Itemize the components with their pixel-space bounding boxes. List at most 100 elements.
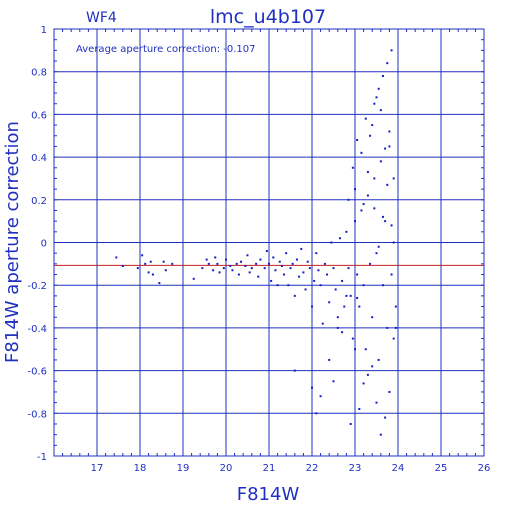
data-point: [388, 130, 391, 133]
data-point: [265, 250, 268, 253]
data-point: [207, 262, 210, 265]
data-point: [319, 284, 322, 287]
data-point: [384, 220, 387, 223]
data-point: [360, 209, 363, 212]
data-point: [371, 316, 374, 319]
data-point: [358, 305, 361, 308]
data-point: [366, 171, 369, 174]
data-point: [369, 262, 372, 265]
data-point: [366, 194, 369, 197]
data-point: [369, 134, 372, 137]
data-point: [295, 258, 298, 261]
data-point: [225, 258, 227, 261]
data-point: [237, 273, 240, 276]
data-point: [373, 102, 376, 105]
y-tick-label: 1: [41, 25, 47, 36]
data-point: [394, 305, 397, 308]
data-point: [362, 284, 365, 287]
data-point: [250, 267, 253, 270]
data-point: [328, 301, 331, 304]
data-point: [354, 188, 356, 191]
data-point: [287, 284, 290, 287]
data-point: [386, 183, 389, 186]
data-point: [171, 262, 174, 265]
data-point: [388, 145, 391, 148]
data-point: [162, 260, 165, 263]
data-point: [231, 269, 234, 272]
data-point: [216, 262, 219, 265]
data-point: [212, 269, 215, 272]
y-tick-label: -0.4: [27, 324, 47, 335]
data-point: [270, 279, 273, 282]
data-point: [278, 260, 281, 263]
data-point: [341, 279, 344, 282]
average-annotation: Average aperture correction: -0.107: [76, 44, 256, 55]
data-point: [332, 380, 335, 383]
data-point: [255, 262, 258, 265]
data-point: [356, 139, 359, 142]
data-point: [158, 282, 161, 285]
chart-title: lmc_u4b107: [210, 6, 326, 28]
data-point: [336, 326, 339, 329]
data-point: [244, 264, 247, 267]
data-point: [144, 262, 147, 265]
x-tick-label: 20: [220, 463, 233, 474]
data-point: [229, 264, 232, 267]
data-point: [362, 203, 365, 206]
data-point: [235, 262, 238, 265]
data-point: [321, 322, 324, 325]
data-point: [364, 348, 367, 351]
data-point: [289, 267, 292, 270]
data-point: [298, 275, 301, 278]
data-point: [201, 267, 204, 270]
data-point: [356, 297, 359, 300]
data-point: [349, 294, 352, 297]
data-point: [147, 271, 150, 274]
data-point: [362, 382, 365, 385]
data-point: [276, 284, 279, 287]
data-point: [317, 269, 320, 272]
data-point: [285, 252, 288, 255]
data-point: [392, 241, 395, 244]
x-tick-label: 23: [349, 463, 362, 474]
data-point: [136, 267, 139, 270]
data-point: [164, 269, 167, 272]
data-point: [366, 373, 369, 376]
data-point: [358, 408, 361, 411]
data-point: [326, 273, 329, 276]
data-point: [332, 267, 335, 270]
data-point: [347, 198, 350, 201]
data-point: [218, 271, 221, 274]
plot-border: [53, 28, 485, 457]
data-point: [375, 96, 378, 99]
data-point: [345, 230, 348, 233]
data-point: [334, 288, 337, 291]
data-point: [386, 62, 389, 65]
data-point: [248, 271, 251, 274]
data-point: [356, 273, 359, 276]
x-tick-label: 26: [478, 463, 491, 474]
data-point: [115, 256, 118, 259]
y-tick-label: 0: [41, 239, 47, 250]
y-tick-label: 0.2: [31, 196, 47, 207]
data-point: [328, 358, 331, 361]
data-point: [354, 220, 356, 223]
data-point: [293, 294, 296, 297]
data-point: [345, 294, 348, 297]
y-tick-label: -0.2: [27, 281, 47, 292]
data-point: [390, 49, 393, 52]
data-point: [375, 401, 378, 404]
data-point: [354, 348, 356, 351]
data-point: [338, 237, 341, 240]
data-point: [315, 252, 318, 255]
data-point: [381, 215, 384, 218]
data-point: [384, 147, 387, 150]
data-point: [311, 305, 313, 308]
x-tick-label: 25: [435, 463, 448, 474]
data-point: [283, 273, 286, 276]
data-point: [205, 258, 208, 261]
data-point: [375, 252, 378, 255]
data-point: [351, 166, 354, 169]
data-point: [214, 256, 217, 259]
data-point: [343, 305, 346, 308]
